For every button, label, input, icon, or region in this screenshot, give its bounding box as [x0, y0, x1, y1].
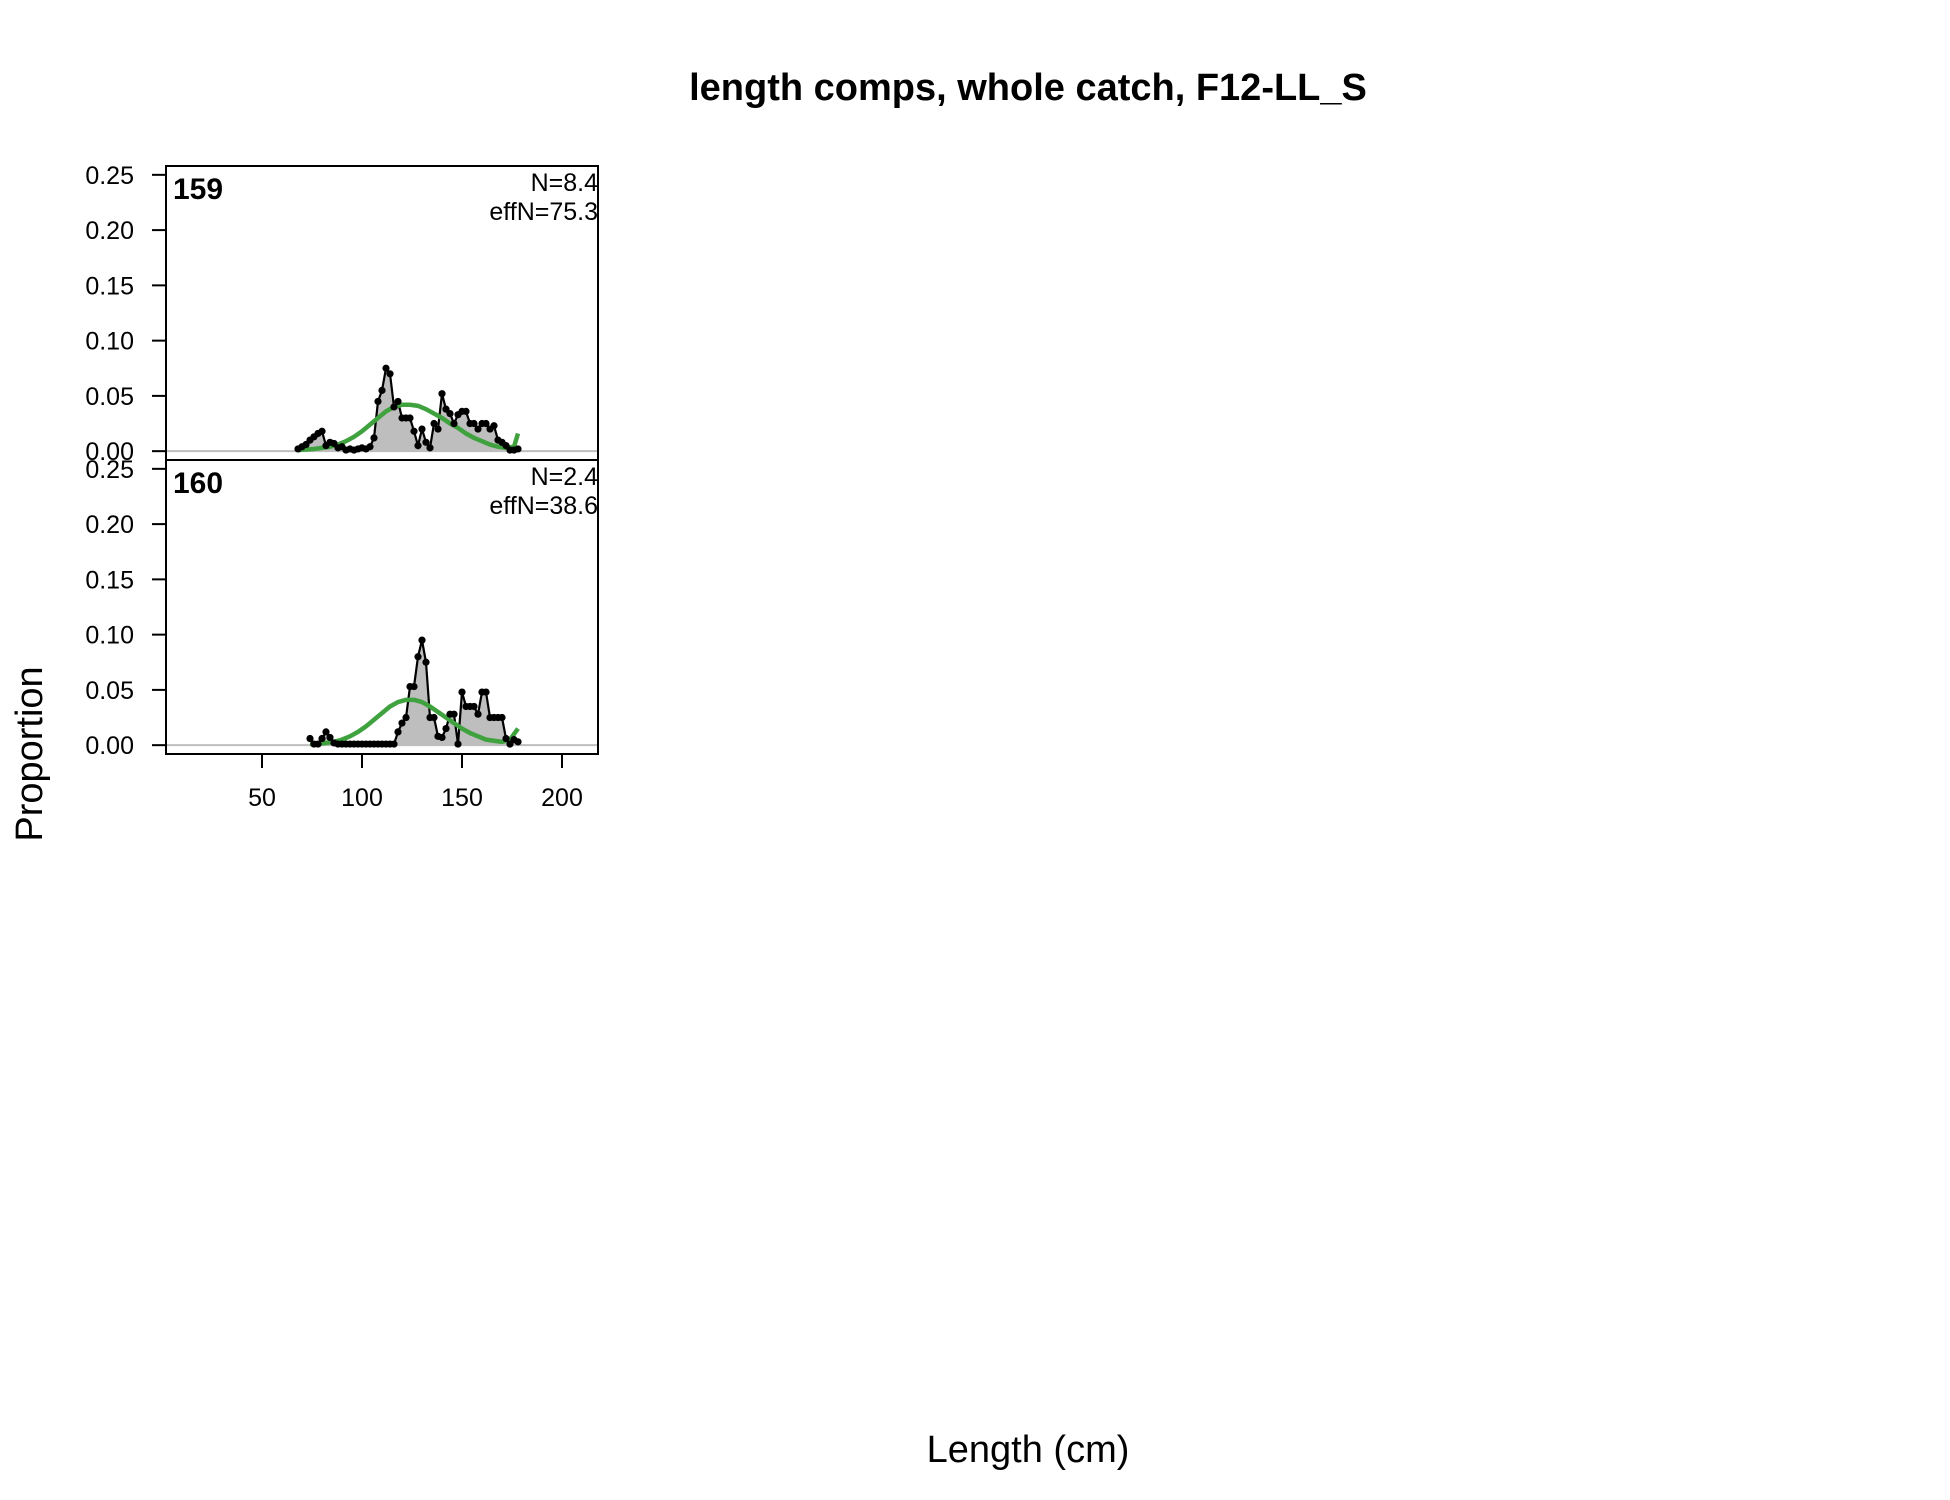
y-tick-label: 0.00: [85, 732, 134, 760]
panel-2: 0.00 0.05 0.10 0.15 0.20 0.25 160 N=2.4effN=38.…: [85, 456, 599, 760]
observed-point: [434, 425, 442, 433]
observed-point: [406, 414, 414, 422]
observed-point: [438, 733, 446, 742]
observed-point: [470, 419, 478, 428]
y-tick-label: 0.00: [85, 438, 134, 466]
observed-point: [318, 427, 326, 435]
observed-point: [394, 397, 402, 406]
chart-title: length comps, whole catch, F12-LL_S: [689, 67, 1367, 109]
effn-label: effN=75.3: [489, 198, 598, 226]
y-axis-title: Proportion: [9, 666, 51, 841]
observed-point: [306, 734, 314, 743]
observed-point: [462, 407, 470, 415]
y-tick-label: 0.15: [85, 566, 134, 594]
observed-point: [418, 425, 426, 433]
observed-point: [374, 397, 382, 406]
observed-point: [502, 734, 510, 743]
observed-point: [422, 658, 430, 666]
observed-point: [422, 438, 430, 446]
observed-point: [474, 710, 482, 718]
y-tick-label: 0.15: [85, 272, 134, 300]
observed-point: [430, 713, 438, 722]
y-tick-label: 0.25: [85, 456, 134, 484]
y-tick-label: 0.10: [85, 622, 134, 650]
observed-point: [482, 688, 490, 696]
observed-point: [426, 444, 434, 452]
observed-point: [418, 636, 426, 644]
observed-point: [326, 733, 334, 742]
observed-point: [454, 740, 462, 748]
y-tick-label: 0.10: [85, 328, 134, 356]
observed-point: [378, 386, 386, 394]
y-tick-label: 0.20: [85, 217, 134, 245]
observed-point: [322, 728, 330, 736]
observed-point: [394, 728, 402, 736]
y-tick-label: 0.20: [85, 511, 134, 539]
observed-point: [314, 740, 322, 748]
observed-area: [310, 640, 518, 746]
panel-label: 160: [173, 467, 223, 500]
observed-point: [498, 713, 506, 722]
n-label: N=8.4: [531, 169, 599, 197]
y-tick-label: 0.05: [85, 383, 134, 411]
expected-line: [310, 697, 520, 747]
observed-point: [450, 710, 458, 718]
observed-point: [442, 724, 450, 733]
observed-point: [458, 688, 466, 696]
x-tick-label: 100: [341, 784, 383, 812]
y-tick-label: 0.05: [85, 677, 134, 705]
observed-point: [382, 364, 390, 372]
observed-point: [450, 419, 458, 428]
observed-point: [370, 434, 378, 442]
panel-label: 159: [173, 173, 223, 206]
observed-point: [414, 442, 422, 450]
x-axis-title: Length (cm): [927, 1429, 1130, 1471]
observed-point: [386, 370, 394, 378]
effn-label: effN=38.6: [489, 492, 598, 520]
x-tick-label: 50: [248, 784, 276, 812]
y-tick-label: 0.25: [85, 162, 134, 190]
observed-point: [430, 419, 438, 428]
x-tick-label: 150: [441, 784, 483, 812]
observed-point: [318, 734, 326, 743]
observed-point: [446, 409, 454, 418]
panels: 0.00 0.05 0.10 0.15 0.20 0.25 159 N=8.4effN=75.…: [85, 162, 599, 760]
observed-point: [514, 738, 522, 746]
observed-point: [474, 425, 482, 433]
observed-point: [482, 419, 490, 428]
observed-point: [410, 427, 418, 435]
panel-frame: [165, 459, 599, 755]
observed-point: [402, 713, 410, 722]
observed-point: [438, 390, 446, 398]
observed-point: [390, 403, 398, 411]
observed-point: [390, 740, 398, 748]
observed-point: [414, 653, 422, 661]
x-axis: 50 100 150 200: [248, 754, 583, 812]
observed-point: [514, 445, 522, 453]
observed-point: [398, 719, 406, 727]
observed-point: [410, 682, 418, 691]
observed-point: [490, 422, 498, 430]
observed-point: [366, 443, 374, 451]
observed-point: [470, 702, 478, 711]
observed-area: [298, 368, 518, 452]
panel-1: 0.00 0.05 0.10 0.15 0.20 0.25 159 N=8.4effN=75.…: [85, 162, 599, 466]
n-label: N=2.4: [531, 463, 599, 491]
x-tick-label: 200: [541, 784, 583, 812]
